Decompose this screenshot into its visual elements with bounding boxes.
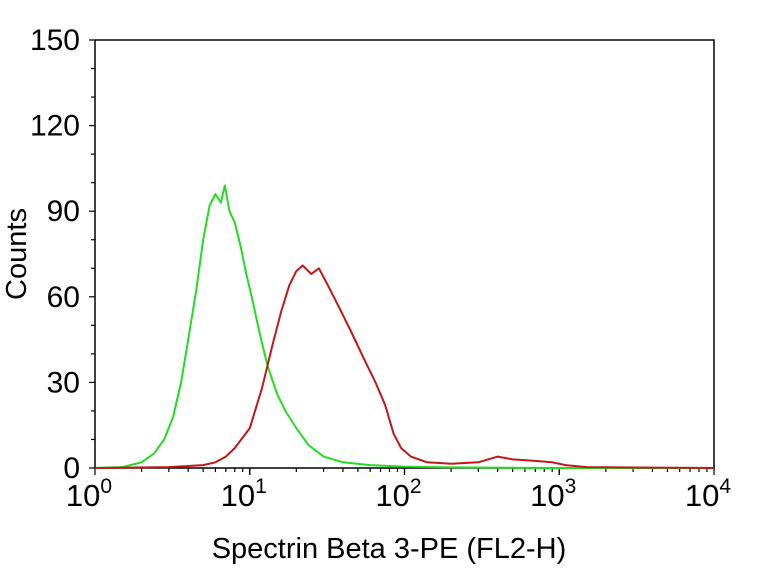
x-tick-label: 101	[221, 475, 267, 513]
x-axis-label: Spectrin Beta 3-PE (FL2-H)	[212, 533, 567, 565]
y-axis-label: Counts	[1, 208, 33, 300]
x-tick-label: 100	[66, 475, 112, 513]
x-tick-label: 104	[685, 475, 731, 513]
y-tick-label: 120	[30, 110, 80, 143]
y-tick-label: 30	[47, 366, 80, 399]
x-tick-label: 103	[530, 475, 576, 513]
x-tick-label: 102	[375, 475, 421, 513]
y-tick-label: 150	[30, 24, 80, 57]
y-tick-label: 60	[47, 281, 80, 314]
minor-ticks	[89, 39, 715, 475]
x-tick-labels: 100 101 102 103 104	[66, 475, 731, 513]
plot-frame	[94, 39, 715, 469]
y-tick-labels: 0 30 60 90 120 150	[30, 24, 80, 485]
series-line-1	[94, 184, 714, 469]
y-tick-label: 0	[63, 452, 80, 485]
y-tick-label: 90	[47, 195, 80, 228]
series-layer	[94, 184, 715, 469]
series-line-2	[94, 264, 715, 469]
